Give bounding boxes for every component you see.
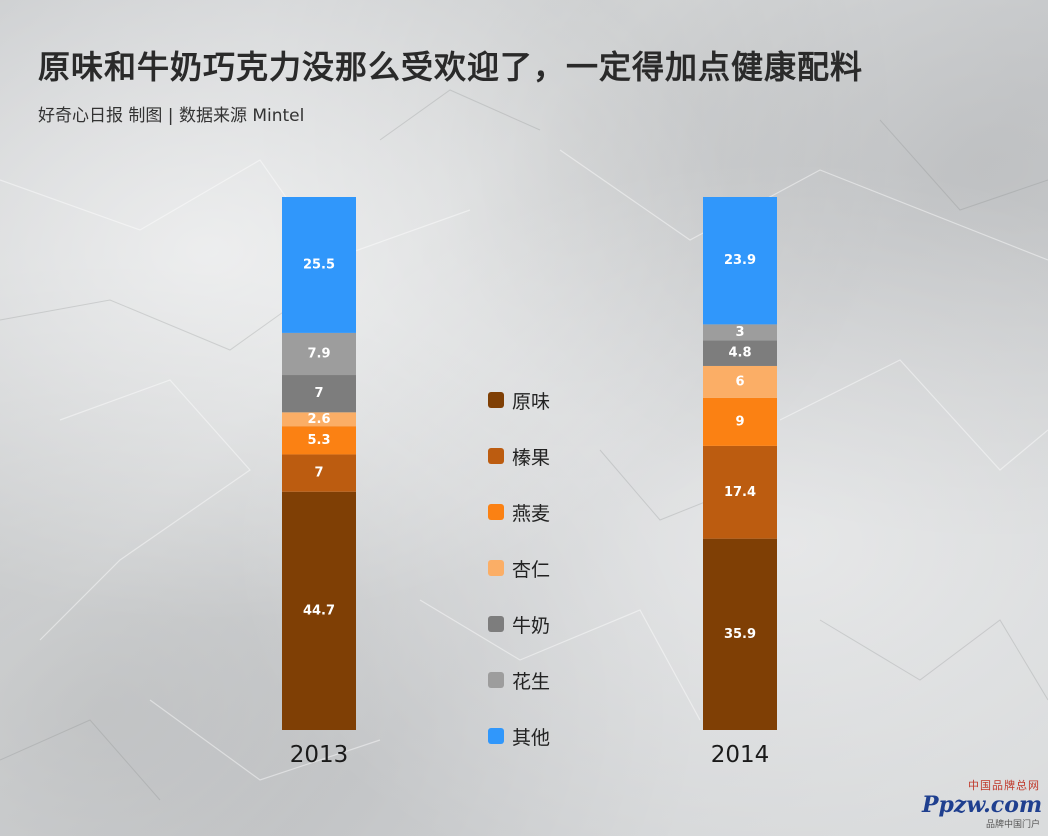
legend-swatch xyxy=(488,392,504,408)
bar-segment xyxy=(282,412,356,427)
category-label: 2013 xyxy=(290,742,349,768)
legend-swatch xyxy=(488,504,504,520)
chart-subtitle: 好奇心日报 制图 | 数据来源 Mintel xyxy=(38,106,305,126)
bar-segment xyxy=(703,324,777,341)
legend-label: 杏仁 xyxy=(512,558,551,581)
legend-swatch xyxy=(488,672,504,688)
legend-swatch xyxy=(488,728,504,744)
bar-segment xyxy=(282,454,356,492)
data-label: 25.5 xyxy=(303,257,335,272)
legend-item: 牛奶 xyxy=(488,596,598,652)
data-label: 7 xyxy=(314,386,323,401)
bar-segment xyxy=(703,538,777,730)
chart-title: 原味和牛奶巧克力没那么受欢迎了，一定得加点健康配料 xyxy=(38,48,864,86)
legend-swatch xyxy=(488,448,504,464)
legend-label: 其他 xyxy=(512,726,551,749)
legend-item: 燕麦 xyxy=(488,484,598,540)
legend-item: 榛果 xyxy=(488,428,598,484)
watermark-sub-text: 品牌中国门户 xyxy=(985,820,1040,830)
bar-segment xyxy=(703,445,777,539)
bar-segment xyxy=(703,197,777,325)
legend-label: 牛奶 xyxy=(512,614,551,637)
legend-label: 花生 xyxy=(512,670,551,693)
data-label: 23.9 xyxy=(724,253,756,268)
bar-stack-2014: 35.9 17.4 9 6 4.8 3 23.9 xyxy=(703,197,777,730)
data-label: 2.6 xyxy=(307,412,330,427)
data-label: 17.4 xyxy=(724,485,756,500)
bar-segment xyxy=(282,491,356,730)
legend-swatch xyxy=(488,560,504,576)
data-label: 7.9 xyxy=(307,346,330,361)
bar-segment xyxy=(703,397,777,446)
bar-stack-2013: 44.7 7 5.3 2.6 7 7.9 25.5 xyxy=(282,197,356,730)
data-label: 7 xyxy=(314,466,323,481)
bar-segment xyxy=(282,332,356,376)
data-label: 6 xyxy=(735,374,744,389)
bar-segment xyxy=(282,197,356,333)
legend-swatch xyxy=(488,616,504,632)
legend-label: 燕麦 xyxy=(512,502,551,525)
watermark-logo: 中国品牌总网 Ppzw.com 品牌中国门户 xyxy=(922,777,1043,830)
data-label: 5.3 xyxy=(307,433,330,448)
legend-item: 花生 xyxy=(488,652,598,708)
category-label: 2014 xyxy=(711,742,770,768)
legend-label: 榛果 xyxy=(512,446,551,469)
legend-item: 其他 xyxy=(488,708,598,764)
data-label: 35.9 xyxy=(724,627,756,642)
chart-legend: 原味榛果燕麦杏仁牛奶花生其他 xyxy=(488,372,598,764)
watermark-top-text: 中国品牌总网 xyxy=(968,779,1040,792)
bar-segment xyxy=(703,340,777,366)
bar-segment xyxy=(703,365,777,398)
legend-item: 杏仁 xyxy=(488,540,598,596)
data-label: 44.7 xyxy=(303,603,335,618)
data-label: 3 xyxy=(735,325,744,340)
legend-label: 原味 xyxy=(512,390,551,413)
bar-segment xyxy=(282,375,356,413)
legend-item: 原味 xyxy=(488,372,598,428)
watermark-main-text: Ppzw.com xyxy=(922,792,1043,818)
data-label: 4.8 xyxy=(728,346,751,361)
data-label: 9 xyxy=(735,414,744,429)
bar-segment xyxy=(282,426,356,455)
